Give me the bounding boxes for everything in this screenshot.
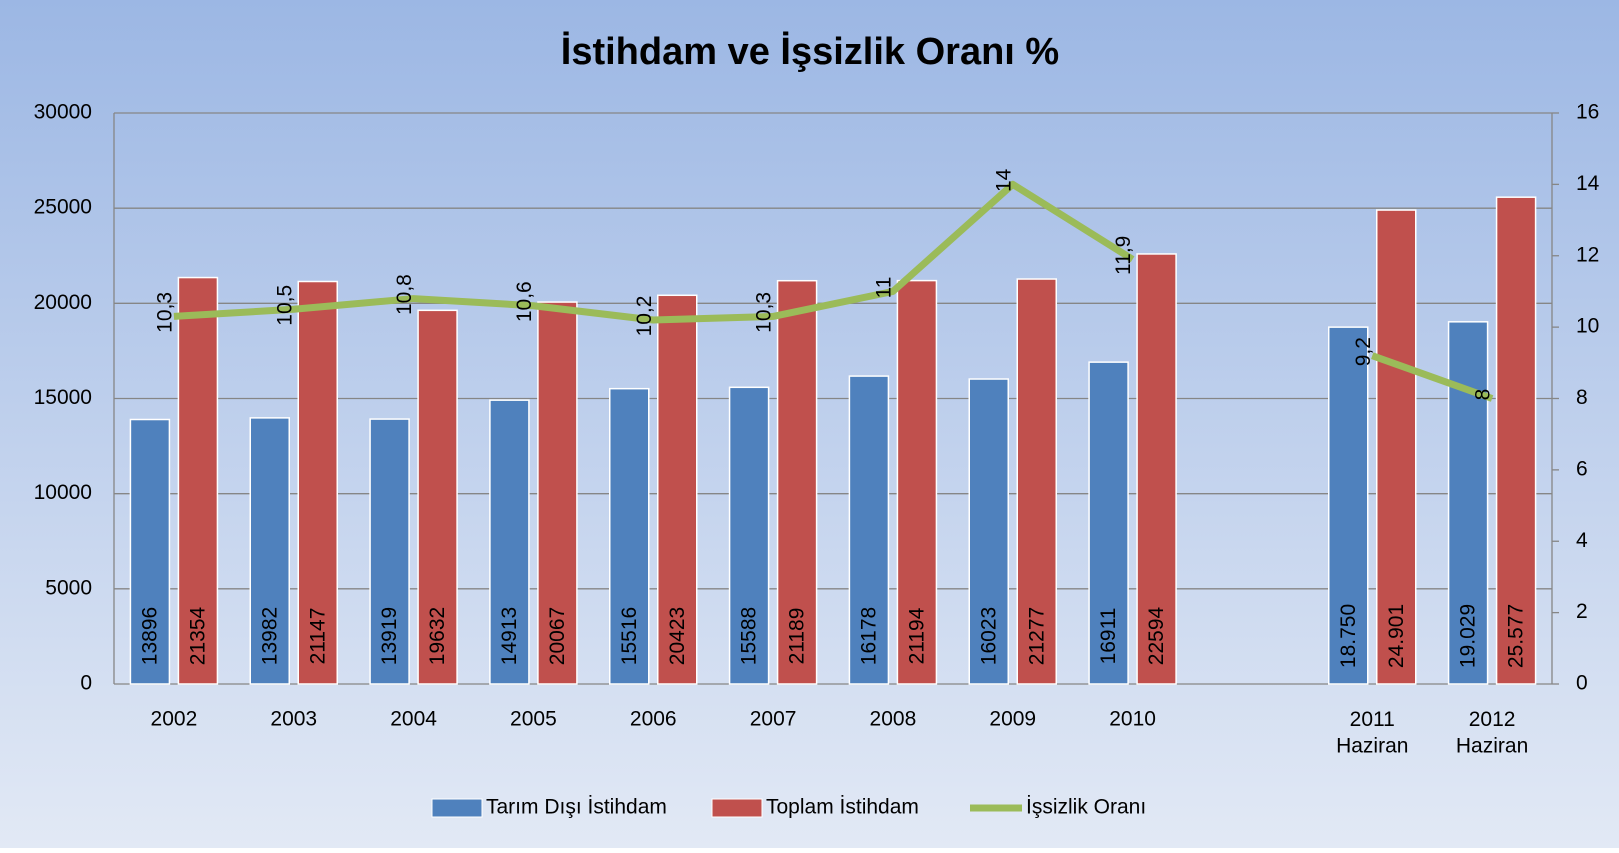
- x-tick-label: 2012 Haziran: [1456, 708, 1528, 757]
- bar: [848, 375, 890, 685]
- bar-value-label: 18.750: [1337, 604, 1360, 668]
- bar: [417, 309, 458, 685]
- y2-tick-label: 0: [1576, 672, 1588, 695]
- y-tick-label: 0: [80, 672, 92, 695]
- y2-tick-label: 8: [1576, 386, 1588, 409]
- y2-tick-label: 14: [1576, 172, 1600, 195]
- bar-value-label: 22594: [1145, 606, 1168, 665]
- bar: [728, 386, 770, 685]
- line-value-label: 10,3: [753, 292, 776, 333]
- bar-value-label: 15588: [738, 607, 761, 665]
- bar: [129, 418, 171, 685]
- bar-value-label: 19.029: [1457, 604, 1480, 668]
- bar-value-label: 13982: [258, 607, 281, 665]
- bar-value-label: 13919: [378, 607, 401, 665]
- y2-tick-label: 6: [1576, 457, 1588, 480]
- bar: [177, 276, 219, 685]
- y2-tick-label: 4: [1576, 529, 1588, 552]
- x-tick-label: 2008: [870, 708, 917, 731]
- legend-label: İşsizlik Oranı: [1026, 796, 1146, 819]
- y-tick-label: 10000: [34, 481, 92, 504]
- bar-value-label: 21147: [306, 608, 329, 665]
- bar: [1328, 326, 1369, 685]
- line-value-label: 10,3: [153, 292, 176, 333]
- line: [173, 180, 1135, 324]
- bar: [1016, 278, 1057, 685]
- bar-value-label: 16911: [1097, 608, 1120, 665]
- bar: [1088, 361, 1129, 685]
- bar-value-label: 19632: [426, 607, 449, 665]
- x-tick-label: 2007: [750, 708, 797, 731]
- line-value-label: 10,6: [513, 281, 536, 322]
- y-tick-label: 20000: [34, 291, 92, 314]
- bar: [657, 294, 698, 685]
- y2-tick-label: 2: [1576, 600, 1588, 623]
- bar: [1136, 253, 1177, 685]
- bar-value-label: 21189: [786, 608, 809, 665]
- bar: [776, 279, 818, 685]
- bar-value-label: 16023: [977, 607, 1000, 665]
- bar: [297, 280, 338, 685]
- y-tick-label: 15000: [34, 386, 92, 409]
- chart-title: İstihdam ve İşsizlik Oranı %: [561, 31, 1059, 73]
- bar: [489, 399, 530, 685]
- bar-value-label: 15516: [618, 607, 641, 665]
- line-value-label: 9,2: [1352, 337, 1375, 366]
- bar-value-label: 14913: [498, 607, 521, 665]
- y2-tick-label: 16: [1576, 101, 1599, 124]
- bar: [896, 279, 938, 685]
- line-value-label: 10,2: [633, 296, 656, 337]
- bar: [609, 387, 650, 685]
- y-tick-label: 5000: [45, 576, 92, 599]
- bar: [537, 301, 578, 685]
- x-tick-label: 2004: [390, 708, 437, 731]
- line-value-label: 8: [1472, 389, 1495, 401]
- bar: [1376, 209, 1417, 685]
- bar-value-label: 25.577: [1505, 604, 1528, 668]
- bar-value-label: 20067: [546, 607, 569, 665]
- bar-value-label: 24.901: [1385, 604, 1408, 668]
- x-tick-label: 2006: [630, 708, 677, 731]
- y-tick-label: 30000: [34, 101, 92, 124]
- line-value-label: 14: [992, 168, 1015, 192]
- y2-tick-label: 10: [1576, 315, 1599, 338]
- legend-label: Toplam İstihdam: [766, 796, 919, 819]
- legend-swatch: [431, 798, 483, 818]
- bar: [249, 417, 290, 685]
- line: [1371, 352, 1494, 402]
- x-tick-label: 2003: [270, 708, 317, 731]
- bar-value-label: 13896: [138, 607, 161, 665]
- line-value-label: 11: [872, 277, 895, 299]
- x-tick-label: 2005: [510, 708, 557, 731]
- line-value-label: 11,9: [1112, 236, 1135, 275]
- bar-value-label: 21194: [905, 607, 928, 664]
- legend-label: Tarım Dışı İstihdam: [486, 796, 667, 819]
- line-value-label: 10,8: [393, 274, 416, 315]
- bar: [1495, 196, 1537, 685]
- y-tick-label: 25000: [34, 196, 92, 219]
- bar: [968, 378, 1009, 685]
- bar: [369, 418, 410, 685]
- legend-swatch: [711, 798, 763, 818]
- bar-value-label: 21354: [186, 606, 209, 665]
- x-tick-label: 2010: [1109, 708, 1156, 731]
- x-tick-label: 2002: [151, 708, 198, 731]
- y2-tick-label: 12: [1576, 243, 1599, 266]
- bar-value-label: 21277: [1025, 607, 1048, 665]
- bar-value-label: 20423: [666, 607, 689, 665]
- line-value-label: 10,5: [273, 285, 296, 326]
- x-tick-label: 2011 Haziran: [1336, 708, 1408, 757]
- x-tick-label: 2009: [989, 708, 1036, 731]
- bar-value-label: 16178: [857, 607, 880, 665]
